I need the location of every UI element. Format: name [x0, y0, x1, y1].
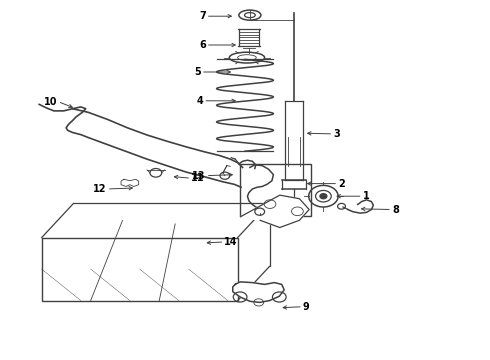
Text: 8: 8	[392, 204, 399, 215]
Text: 13: 13	[192, 171, 206, 181]
Polygon shape	[121, 179, 139, 186]
Bar	[240, 164, 311, 216]
Text: 11: 11	[191, 173, 205, 183]
Text: 12: 12	[93, 184, 107, 194]
Text: 5: 5	[194, 67, 201, 77]
Text: 1: 1	[363, 191, 369, 201]
Polygon shape	[233, 282, 284, 302]
Bar	[42, 238, 238, 301]
Polygon shape	[241, 195, 309, 228]
Text: 3: 3	[333, 129, 340, 139]
Text: 10: 10	[44, 96, 58, 107]
Text: 7: 7	[199, 11, 206, 21]
Text: 2: 2	[338, 179, 345, 189]
Text: 6: 6	[199, 40, 206, 50]
Text: 9: 9	[303, 302, 310, 312]
Text: 4: 4	[196, 96, 203, 106]
Text: 14: 14	[224, 237, 238, 247]
Circle shape	[320, 194, 327, 199]
